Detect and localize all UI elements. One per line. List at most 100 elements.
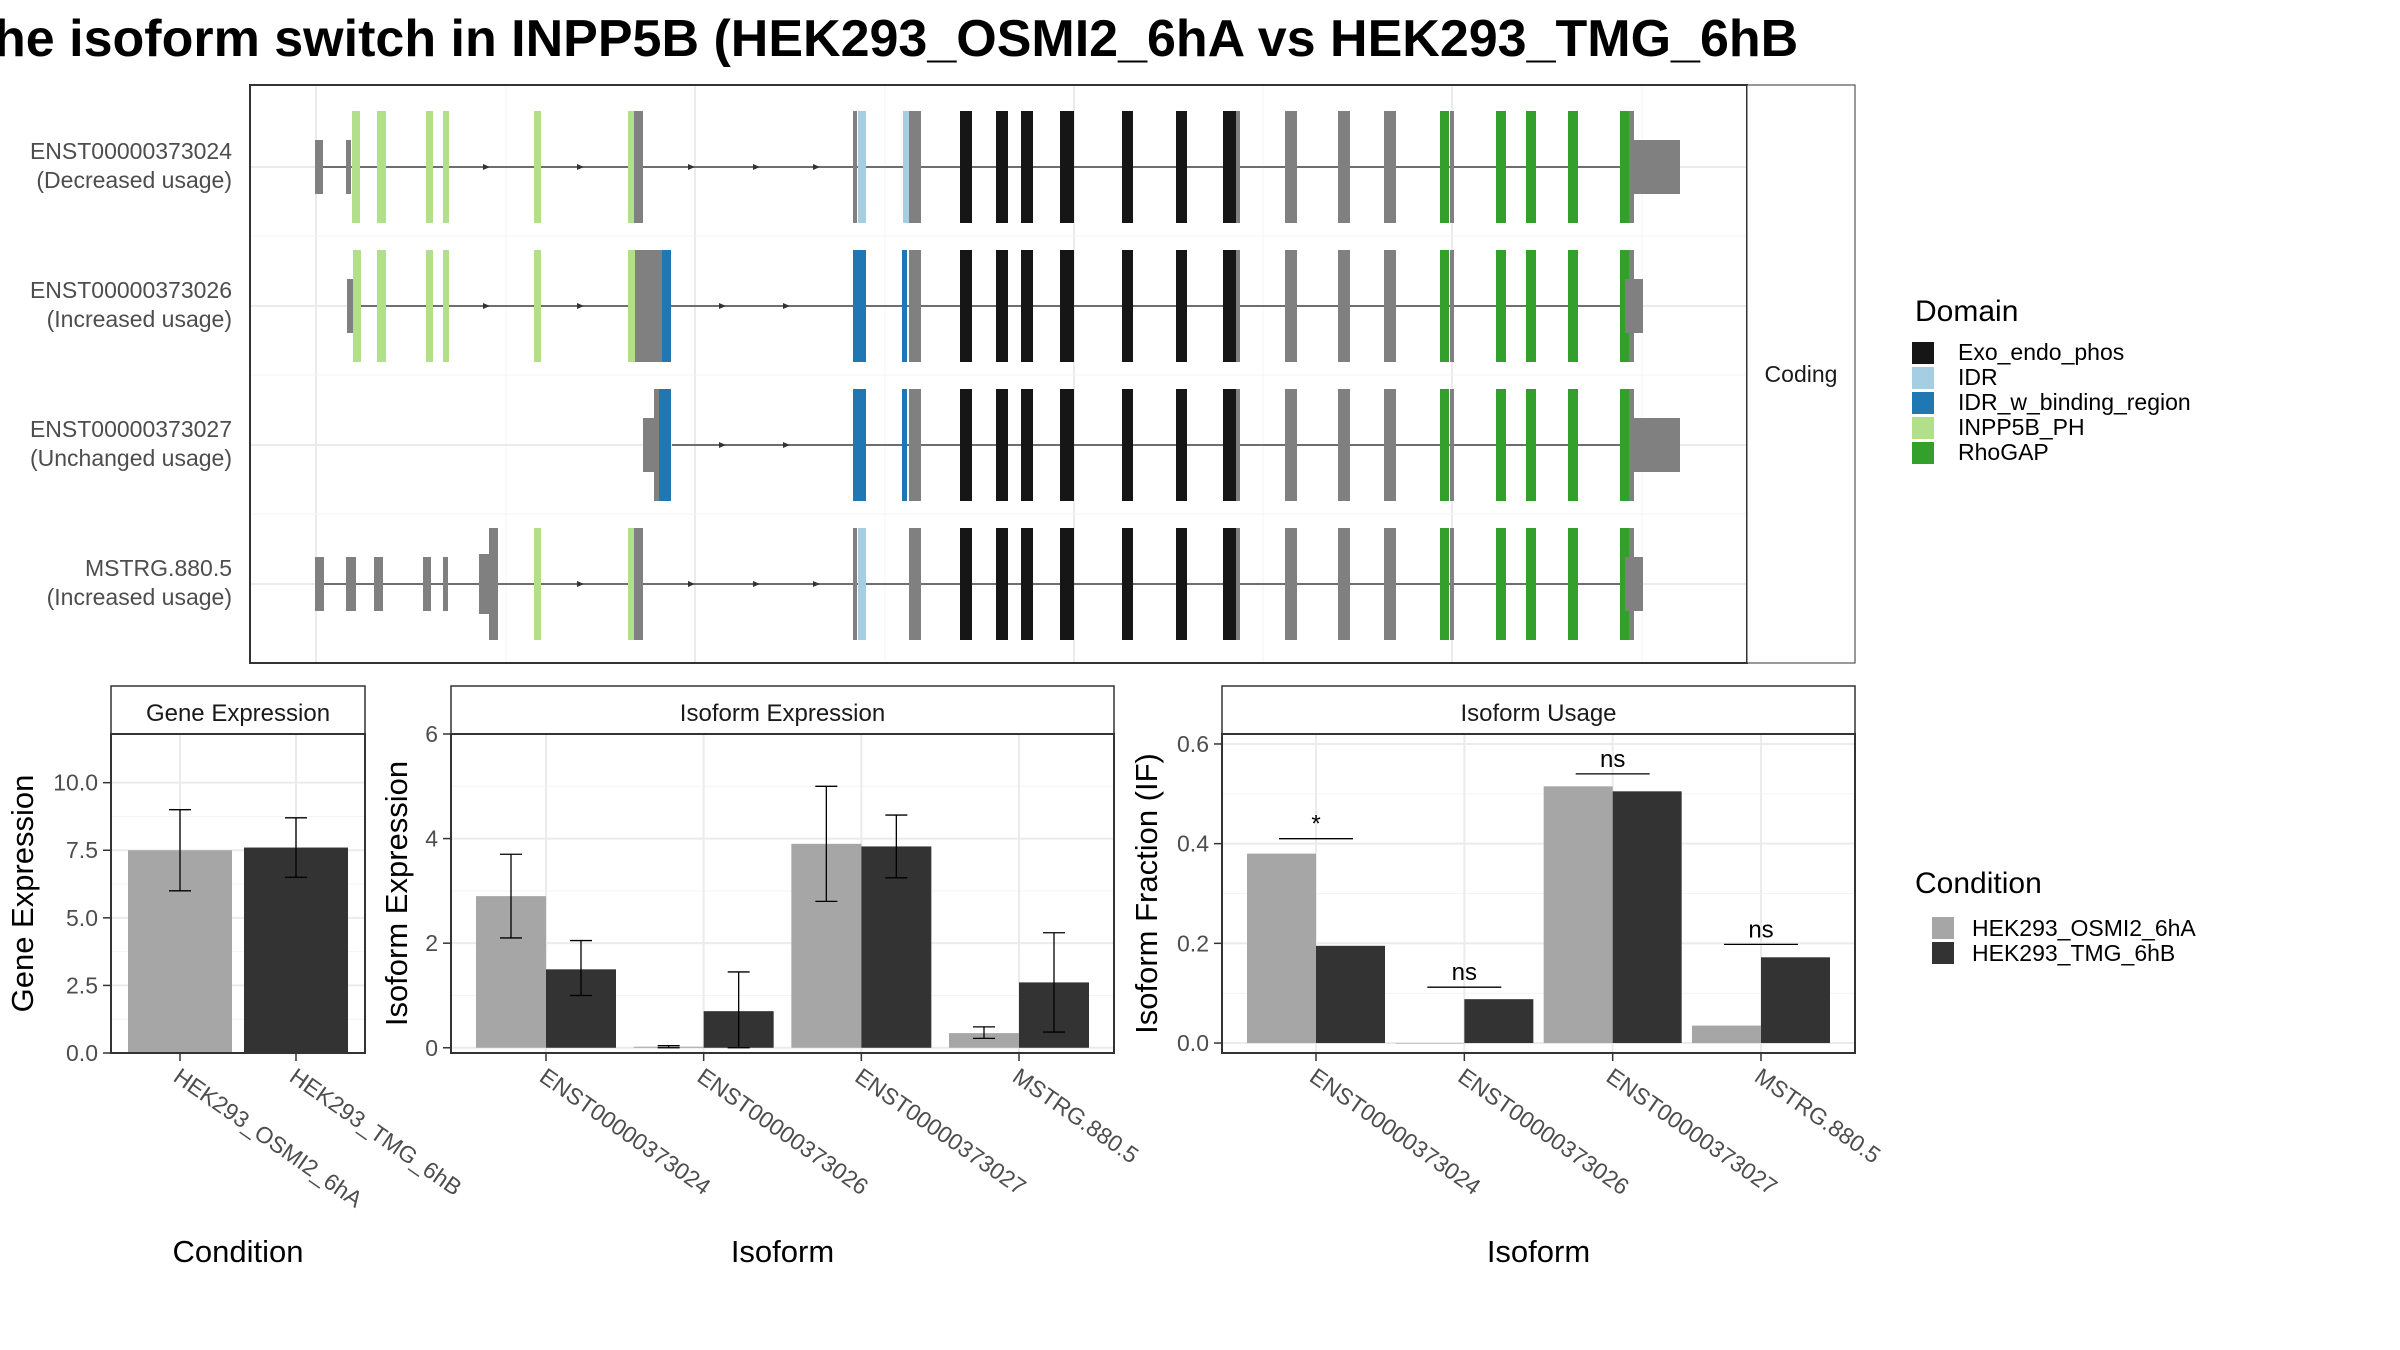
exon-block [1223,111,1236,223]
y-tick-label: 0.6 [1177,731,1209,757]
plot-border [450,733,1115,1054]
y-tick-label: 0.2 [1177,930,1209,956]
transcript-usage-label: (Increased usage) [47,584,232,610]
exon-block [1176,250,1187,362]
significance-label: ns [1600,746,1625,773]
y-axis-title: Isoform Expression [379,761,414,1026]
domain-legend-label: IDR [1958,364,1998,390]
exon-block [996,111,1008,223]
exon-block [960,250,972,362]
exon-block [1568,250,1578,362]
isoform-usage-panel: Isoform UsageENST00000373024ENST00000373… [1129,685,1885,1269]
domain-legend-title: Domain [1915,295,2018,328]
exon-block [1285,528,1297,640]
exon-block [1021,111,1033,223]
exon-block [426,250,433,362]
exon-block [909,111,921,223]
exon-block [853,111,857,223]
x-tick-label: MSTRG.880.5 [1750,1063,1885,1169]
exon-block [1338,250,1350,362]
panel-title: Isoform Expression [680,700,885,727]
exon-block [534,250,541,362]
exon-block [902,250,907,362]
strand-arrow [483,303,490,309]
exon-block [996,528,1008,640]
exon-block [909,528,921,640]
x-tick-label: ENST00000373024 [535,1063,716,1200]
exon-block [347,279,353,333]
strand-arrow [783,303,790,309]
x-tick-label: MSTRG.880.5 [1008,1063,1143,1169]
exon-block [1236,389,1240,501]
exon-block [1496,250,1506,362]
transcript-row [315,528,1643,640]
exon-block [654,389,659,501]
domain-legend-swatch [1912,342,1934,364]
y-axis-title: Isoform Fraction (IF) [1129,753,1164,1034]
strand-arrow [753,164,760,170]
strand-arrow [813,164,820,170]
strand-arrow [783,442,790,448]
exon-block [903,111,909,223]
exon-block [1236,250,1240,362]
exon-block [1060,250,1074,362]
transcript-structure-panel: Coding ENST00000373024 (Decreased usage) E… [30,84,1856,664]
exon-block [353,250,361,362]
exon-block [1285,250,1297,362]
exon-block [909,389,921,501]
exon-block [1620,250,1629,362]
y-tick-label: 4 [425,826,438,852]
transcript-row [347,250,1643,362]
panel-title: Isoform Usage [1460,700,1616,727]
exon-block [635,250,662,362]
strand-arrow [577,581,584,587]
utr-block [1630,418,1680,472]
exon-block [628,528,634,640]
strand-arrow [688,581,695,587]
exon-block [858,528,866,640]
exon-block [1496,389,1506,501]
strand-arrow [577,164,584,170]
x-axis-title: Isoform [731,1234,834,1269]
domain-legend-swatch [1912,442,1934,464]
y-tick-label: 0 [425,1035,438,1061]
strand-arrow [813,581,820,587]
y-tick-label: 2.5 [66,972,98,998]
exon-block [960,528,972,640]
domain-legend-swatch [1912,367,1934,389]
exon-block [315,557,324,611]
condition-legend-swatch [1932,917,1954,939]
exon-block [1236,111,1240,223]
exon-block [996,389,1008,501]
transcript-usage-label: (Unchanged usage) [30,445,232,471]
domain-legend-label: IDR_w_binding_region [1958,389,2191,415]
bar [1395,1043,1465,1044]
exon-block [1122,111,1133,223]
transcript-row [315,111,1680,223]
exon-block [1060,111,1074,223]
exon-block [1223,528,1236,640]
exon-block [1338,389,1350,501]
exon-block [1384,250,1396,362]
transcript-id-label: ENST00000373027 [30,416,232,442]
exon-block [1060,528,1074,640]
exon-block [1338,111,1350,223]
exon-block [643,418,654,472]
exon-block [1021,389,1033,501]
domain-legend-label: INPP5B_PH [1958,414,2085,440]
domain-legend-swatch [1912,392,1934,414]
exon-block [996,250,1008,362]
panel-strip [450,685,1115,735]
condition-legend-swatch [1932,942,1954,964]
exon-block [1223,250,1236,362]
utr-block [1625,279,1643,333]
bar [1692,1025,1761,1044]
exon-block [1021,250,1033,362]
bar [861,846,932,1048]
bar [1612,791,1682,1044]
exon-block [1526,250,1536,362]
exon-block [374,557,383,611]
y-tick-label: 10.0 [53,770,98,796]
y-tick-label: 0.0 [1177,1030,1209,1056]
transcript-row [643,389,1680,501]
